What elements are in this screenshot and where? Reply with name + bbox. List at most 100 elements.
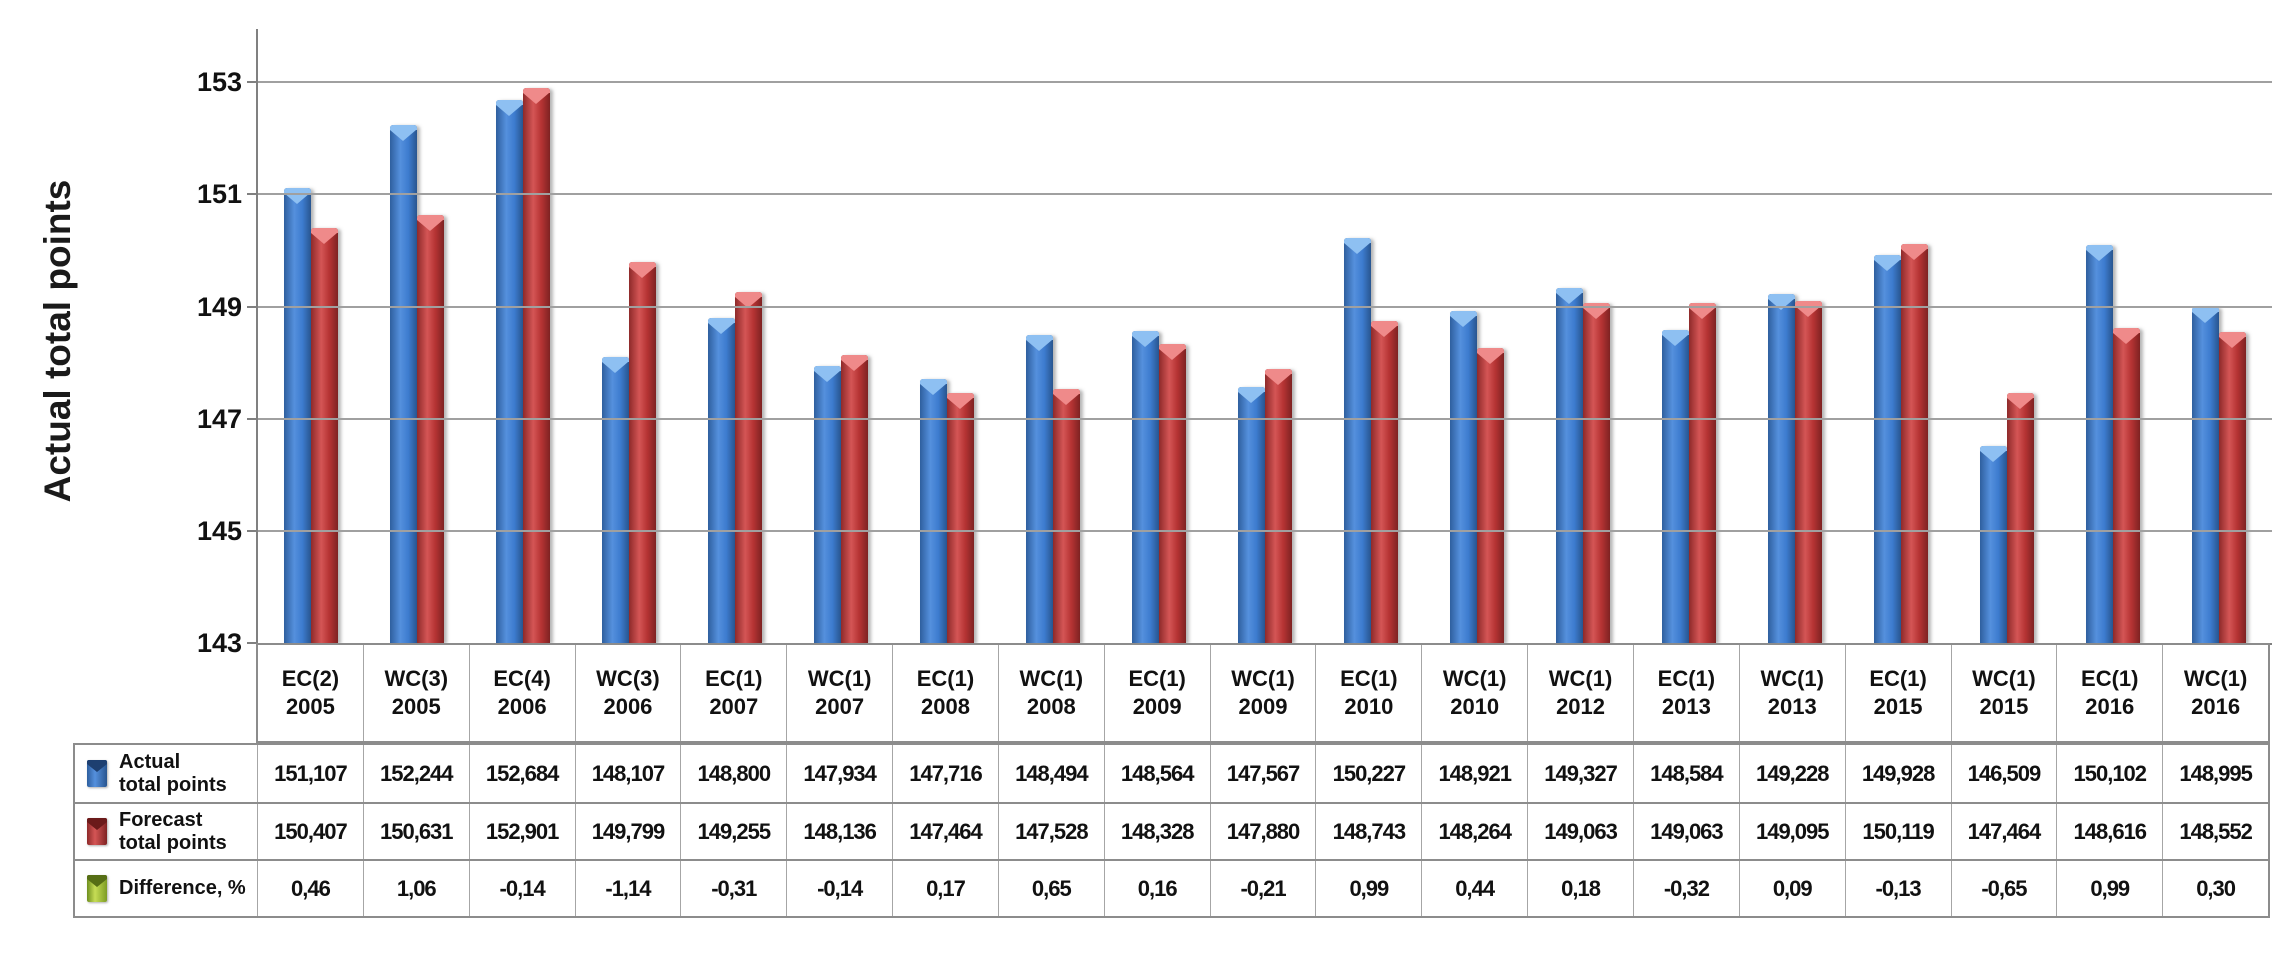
category-year: 2009 xyxy=(1238,694,1288,719)
category-label: WC(3) xyxy=(384,666,449,691)
value-cell: -0,14 xyxy=(787,861,894,916)
value-cell: 147,934 xyxy=(787,745,894,802)
value-cell: 0,46 xyxy=(258,861,364,916)
y-tick-label: 145 xyxy=(196,515,242,546)
category-year: 2005 xyxy=(285,694,335,719)
bar-forecast xyxy=(1901,243,1928,643)
value-cell: 148,328 xyxy=(1105,804,1211,859)
category-slot xyxy=(258,29,364,643)
value-cell: 149,799 xyxy=(576,804,682,859)
bar-pair xyxy=(496,87,550,643)
plot-area xyxy=(247,29,2272,645)
value-cell: 147,464 xyxy=(893,804,999,859)
value-cell: 150,102 xyxy=(2057,745,2164,802)
y-tick-label: 147 xyxy=(196,403,242,434)
bar-actual xyxy=(920,378,947,643)
bar-pair xyxy=(1768,293,1822,643)
bar-pair xyxy=(284,188,338,643)
bar-pair xyxy=(1026,334,1080,643)
value-cell: 151,107 xyxy=(258,745,364,802)
category-slot xyxy=(1848,29,1954,643)
category-slot xyxy=(1636,29,1742,643)
category-year: 2008 xyxy=(1026,694,1076,719)
category-label: EC(1) xyxy=(1869,666,1927,691)
category-year: 2013 xyxy=(1767,694,1817,719)
category-year: 2006 xyxy=(497,694,547,719)
y-tick-label: 151 xyxy=(196,179,242,210)
value-cell: 152,684 xyxy=(470,745,576,802)
category-year: 2016 xyxy=(2191,694,2241,719)
category-cell: EC(2) 2005 xyxy=(258,645,364,741)
value-cell: 0,99 xyxy=(2057,861,2164,916)
value-cell: 148,743 xyxy=(1316,804,1423,859)
category-cell: EC(1) 2009 xyxy=(1105,645,1211,741)
category-label: WC(1) xyxy=(1442,666,1507,691)
value-cell: -1,14 xyxy=(576,861,682,916)
category-cell: WC(3) 2005 xyxy=(364,645,470,741)
value-cell: 148,136 xyxy=(787,804,894,859)
bar-pair xyxy=(1450,311,1504,643)
category-slot xyxy=(2166,29,2272,643)
category-slot xyxy=(1530,29,1636,643)
category-year: 2010 xyxy=(1450,694,1500,719)
bar-actual xyxy=(1344,237,1371,643)
bar-forecast xyxy=(311,227,338,643)
category-cell: EC(1) 2008 xyxy=(893,645,999,741)
value-cell: 148,800 xyxy=(681,745,788,802)
bar-pair xyxy=(1132,331,1186,643)
category-year: 2012 xyxy=(1556,694,1606,719)
bar-pair xyxy=(1344,237,1398,643)
bar-pair xyxy=(920,378,974,643)
y-axis-tick xyxy=(247,529,256,532)
value-cell: 0,18 xyxy=(1528,861,1634,916)
category-label: EC(2) xyxy=(281,666,340,691)
bar-actual xyxy=(496,100,523,643)
bar-actual xyxy=(1662,329,1689,643)
value-cell: 152,901 xyxy=(470,804,576,859)
gridline xyxy=(258,193,2272,196)
value-cell: 148,921 xyxy=(1422,745,1529,802)
category-label: EC(1) xyxy=(1128,666,1186,691)
value-cell: 148,564 xyxy=(1105,745,1211,802)
bar-forecast xyxy=(1689,303,1716,643)
bar-pair xyxy=(2086,244,2140,643)
category-header-row: EC(2) 2005 WC(3) 2005 EC(4) 2006 WC(3) 2006 EC(1… xyxy=(256,643,2270,743)
value-cell: 152,244 xyxy=(364,745,470,802)
bar-forecast xyxy=(947,392,974,643)
category-label: EC(1) xyxy=(2081,666,2139,691)
bar-actual xyxy=(1980,446,2007,643)
bar-actual xyxy=(2086,244,2113,643)
category-label: WC(1) xyxy=(1760,666,1824,691)
green-series-key-icon xyxy=(87,875,107,902)
bar-forecast xyxy=(2113,328,2140,643)
value-cell: 149,255 xyxy=(681,804,788,859)
value-cell: 147,528 xyxy=(999,804,1105,859)
category-year: 2009 xyxy=(1132,694,1182,719)
value-cell: 148,552 xyxy=(2179,818,2253,844)
bar-forecast xyxy=(2007,392,2034,643)
category-slot xyxy=(1742,29,1848,643)
bar-pair xyxy=(1874,243,1928,643)
category-slot xyxy=(682,29,788,643)
value-cell: -0,65 xyxy=(1952,861,2058,916)
series-name: Difference, % xyxy=(119,877,246,899)
value-cell: 149,063 xyxy=(1634,804,1740,859)
category-cell: WC(1) 2008 xyxy=(999,645,1105,741)
bar-forecast xyxy=(1265,369,1292,643)
category-cell: EC(1) 2016 xyxy=(2057,645,2164,741)
value-cell: -0,31 xyxy=(681,861,788,916)
bar-actual xyxy=(602,356,629,643)
category-year: 2015 xyxy=(1979,694,2029,719)
table-row: Actual total points 151,107 152,244 152,684 1… xyxy=(75,745,2268,802)
value-cell: 0,17 xyxy=(893,861,999,916)
y-axis-tick xyxy=(247,305,256,308)
y-tick-label: 153 xyxy=(196,67,242,98)
value-cell: 0,30 xyxy=(2196,875,2236,901)
category-label: WC(1) xyxy=(1019,666,1084,691)
category-slot xyxy=(1954,29,2060,643)
bar-pair xyxy=(1556,288,1610,643)
value-cell: 0,99 xyxy=(1316,861,1423,916)
value-cell: 0,44 xyxy=(1422,861,1529,916)
value-cell: 0,09 xyxy=(1740,861,1846,916)
value-cell: 148,264 xyxy=(1422,804,1529,859)
